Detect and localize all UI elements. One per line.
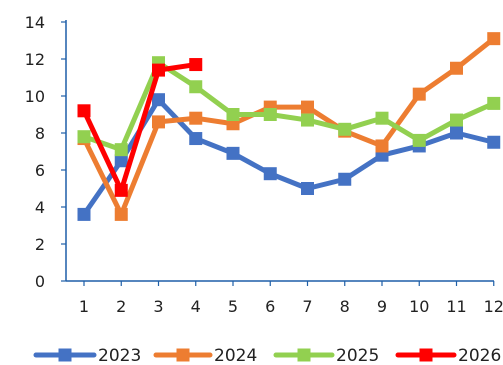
data-point (487, 32, 501, 46)
y-tick-label: 0 (35, 272, 45, 291)
data-point (450, 113, 463, 127)
data-point (77, 207, 91, 221)
x-tick-label: 8 (340, 297, 350, 316)
y-tick-label: 4 (35, 198, 45, 217)
x-tick-label: 3 (153, 297, 163, 316)
data-point (412, 133, 426, 147)
legend-marker (419, 348, 433, 362)
data-point (226, 108, 240, 121)
legend-label: 2023 (98, 346, 141, 365)
data-point (226, 146, 240, 160)
data-point (338, 122, 352, 136)
x-tick-label: 6 (265, 297, 275, 316)
legend-marker (176, 348, 190, 362)
data-point (375, 139, 389, 153)
axes (65, 20, 494, 282)
series-2026 (77, 58, 203, 197)
data-point (301, 182, 314, 195)
data-point (152, 93, 165, 107)
x-axis-ticks: 1 2 3 4 5 6 7 8 9 10 11 12 (79, 281, 503, 316)
data-point (114, 207, 128, 221)
series-2023 (77, 93, 501, 221)
y-tick-label: 14 (25, 13, 45, 32)
y-tick-label: 8 (35, 124, 45, 143)
data-point (375, 111, 389, 125)
data-point (301, 100, 314, 114)
legend-label: 2026 (458, 346, 501, 365)
data-point (189, 58, 203, 72)
x-tick-label: 12 (484, 297, 503, 316)
data-point (450, 61, 463, 75)
x-tick-label: 9 (377, 297, 387, 316)
data-point (77, 130, 91, 144)
legend-item-2023: 2023 (33, 346, 141, 365)
legend-label: 2025 (336, 346, 379, 365)
legend-item-2026: 2026 (395, 346, 501, 365)
data-point (338, 172, 352, 186)
x-tick-label: 10 (409, 297, 429, 316)
data-point (114, 143, 128, 157)
data-point (114, 154, 128, 168)
data-point (263, 167, 277, 181)
series-2025 (77, 56, 501, 157)
legend: 2023 2024 2025 2026 (33, 346, 501, 365)
x-tick-label: 2 (116, 297, 126, 316)
legend-marker (58, 348, 72, 362)
data-point (114, 183, 128, 197)
legend-item-2024: 2024 (153, 346, 257, 365)
series-group (77, 32, 501, 221)
data-point (152, 63, 165, 77)
data-point (450, 126, 463, 140)
data-point (77, 104, 91, 118)
y-tick-label: 12 (25, 50, 45, 69)
data-point (301, 113, 314, 127)
y-tick-label: 6 (35, 161, 45, 180)
legend-label: 2024 (214, 346, 257, 365)
y-tick-label: 2 (35, 235, 45, 254)
x-tick-label: 5 (228, 297, 238, 316)
y-axis-ticks: 0 2 4 6 8 10 12 14 (25, 13, 66, 291)
series-line-2026 (81, 62, 199, 193)
data-point (152, 115, 165, 129)
legend-marker (297, 348, 311, 362)
x-tick-label: 7 (302, 297, 312, 316)
data-point (189, 80, 203, 94)
data-point (189, 132, 203, 146)
y-tick-label: 10 (25, 87, 45, 106)
legend-item-2025: 2025 (273, 346, 379, 365)
series-line-2024 (81, 36, 497, 217)
data-point (487, 96, 501, 110)
data-point (487, 135, 501, 149)
x-tick-label: 11 (446, 297, 466, 316)
data-point (263, 108, 277, 121)
data-point (189, 111, 203, 125)
data-point (412, 87, 426, 101)
x-tick-label: 4 (191, 297, 201, 316)
x-tick-label: 1 (79, 297, 89, 316)
